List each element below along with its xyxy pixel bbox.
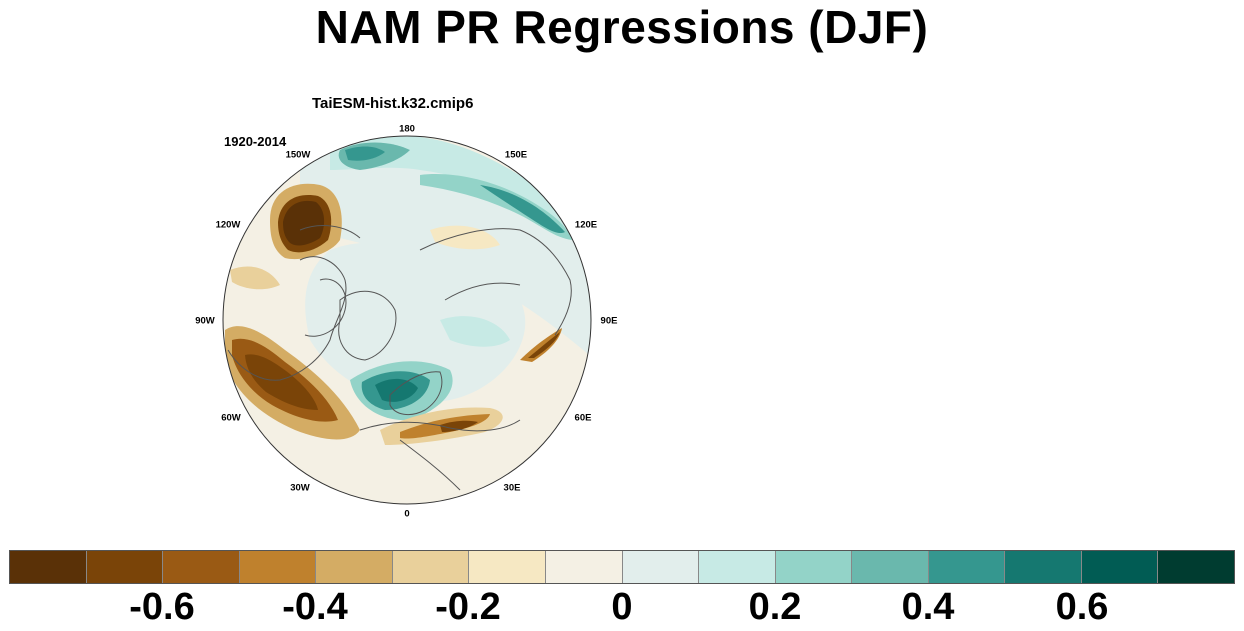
colorbar-box-8 (622, 551, 700, 583)
colorbar-box-2 (163, 551, 240, 583)
colorbar-box-4 (316, 551, 393, 583)
panel-period-label: 1920-2014 (224, 134, 287, 149)
colorbar-box-15 (1158, 551, 1234, 583)
colorbar-box-9 (699, 551, 776, 583)
colorbar-box-14 (1081, 551, 1159, 583)
colorbar-box-11 (852, 551, 929, 583)
colorbar-box-0 (10, 551, 87, 583)
map-boundary (222, 135, 592, 505)
lon-label-60w: 60W (221, 412, 241, 424)
lon-label-180: 180 (399, 123, 415, 135)
colorbar-box-3 (239, 551, 317, 583)
figure-title: NAM PR Regressions (DJF) (315, 1, 929, 53)
colorbar-box-12 (928, 551, 1006, 583)
coastlines (227, 225, 572, 491)
colorbar-box-6 (469, 551, 546, 583)
lon-label-150e: 150E (504, 149, 528, 161)
colorbar-tick-label: -0.2 (435, 586, 501, 628)
colorbar (9, 550, 1235, 584)
colorbar-tick-label: -0.4 (282, 586, 348, 628)
lon-label-120e: 120E (574, 219, 598, 231)
lon-label-120w: 120W (215, 219, 241, 231)
lon-label-30w: 30W (290, 482, 310, 494)
colorbar-tick-label: 0.6 (1055, 586, 1109, 628)
lon-label-30e: 30E (503, 482, 521, 494)
colorbar-tick-label: 0.2 (748, 586, 802, 628)
colorbar-box-7 (545, 551, 623, 583)
colorbar-box-10 (775, 551, 853, 583)
colorbar-box-5 (392, 551, 470, 583)
lon-label-150w: 150W (285, 149, 311, 161)
colorbar-tick-label: 0.4 (901, 586, 955, 628)
lon-label-90w: 90W (195, 315, 215, 327)
lon-label-0: 0 (404, 508, 410, 520)
panel-model-title: TaiESM-hist.k32.cmip6 (312, 95, 474, 112)
colorbar-tick-label: 0 (611, 586, 633, 628)
colorbar-box-1 (86, 551, 164, 583)
lon-label-60e: 60E (574, 412, 592, 424)
colorbar-box-13 (1005, 551, 1082, 583)
precip-regression-field (225, 136, 591, 445)
colorbar-tick-label: -0.6 (129, 586, 195, 628)
lon-label-90e: 90E (600, 315, 618, 327)
